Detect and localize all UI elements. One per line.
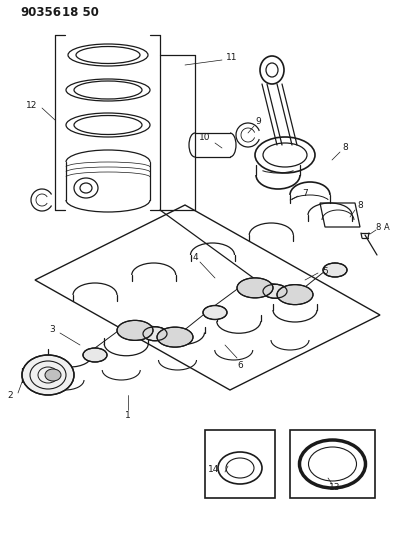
Text: 3: 3 — [49, 326, 55, 335]
Text: 1: 1 — [125, 410, 131, 419]
Text: 90356: 90356 — [20, 5, 61, 19]
Ellipse shape — [143, 327, 167, 341]
Bar — [290, 430, 375, 498]
Ellipse shape — [237, 278, 273, 298]
Text: 2: 2 — [7, 391, 13, 400]
Ellipse shape — [45, 369, 61, 381]
Ellipse shape — [203, 305, 227, 319]
Ellipse shape — [83, 348, 107, 362]
Ellipse shape — [157, 327, 193, 347]
Ellipse shape — [323, 263, 347, 277]
Ellipse shape — [277, 285, 313, 305]
Text: 14: 14 — [208, 465, 220, 474]
Ellipse shape — [263, 284, 287, 298]
Text: 8 A: 8 A — [376, 223, 390, 232]
Text: 11: 11 — [226, 52, 238, 61]
Bar — [205, 430, 275, 498]
Ellipse shape — [22, 355, 74, 395]
Text: 4: 4 — [192, 254, 198, 262]
Text: 8: 8 — [357, 200, 363, 209]
Text: 9: 9 — [255, 117, 261, 126]
Text: 7: 7 — [302, 189, 308, 198]
Text: 6: 6 — [237, 360, 243, 369]
Text: 18 50: 18 50 — [62, 5, 99, 19]
Text: 8: 8 — [342, 143, 348, 152]
Text: 12: 12 — [26, 101, 38, 109]
Text: 5: 5 — [322, 268, 328, 277]
Ellipse shape — [117, 320, 153, 341]
Text: 13: 13 — [329, 483, 341, 492]
Text: 10: 10 — [199, 133, 211, 142]
